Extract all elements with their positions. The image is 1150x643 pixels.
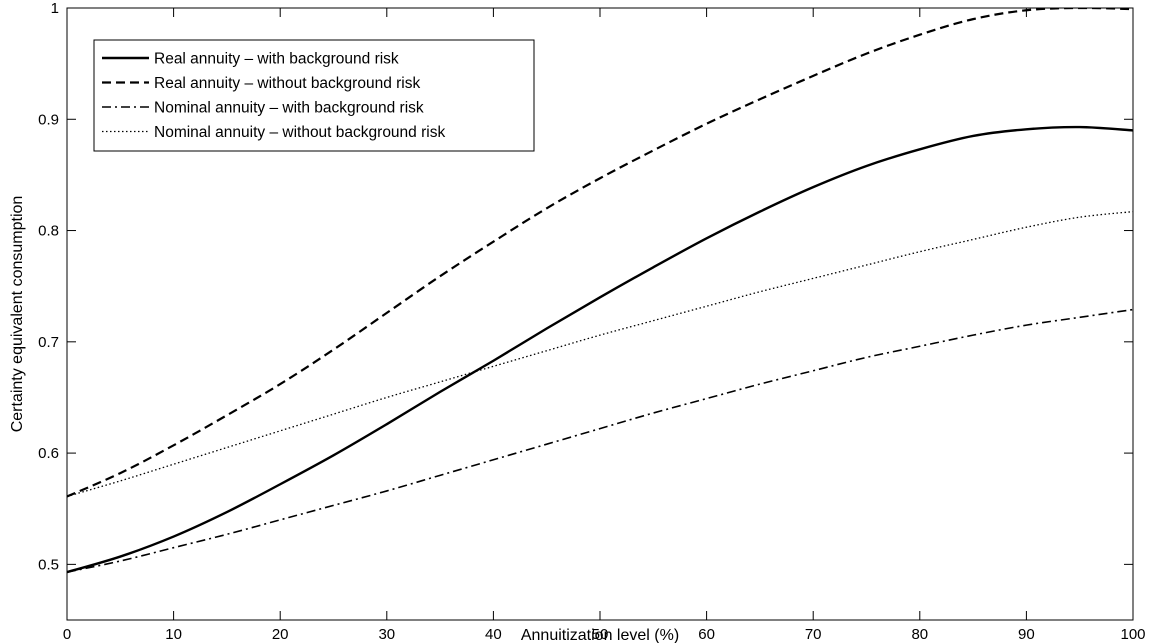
y-tick-label: 0.9	[38, 111, 59, 128]
x-tick-label: 70	[805, 626, 822, 643]
y-tick-label: 0.6	[38, 445, 59, 462]
y-axis-label: Certainty equivalent consumption	[9, 196, 26, 433]
legend-box	[93, 39, 535, 152]
x-tick-label: 20	[272, 626, 289, 643]
x-tick-label: 10	[165, 626, 182, 643]
y-tick-label: 1	[51, 0, 59, 17]
legend-label-real-without-risk: Real annuity – without background risk	[154, 75, 420, 92]
series-line-nominal-with-risk	[67, 308, 1133, 573]
legend-label-nominal-with-risk: Nominal annuity – with background risk	[154, 100, 424, 117]
x-tick-label: 40	[485, 626, 502, 643]
y-tick-label: 0.5	[38, 556, 59, 573]
x-axis-label: Annuitization level (%)	[521, 627, 679, 643]
x-tick-label: 90	[1018, 626, 1035, 643]
legend: Real annuity – with background risk Real …	[93, 39, 535, 152]
series-line-real-with-risk	[67, 125, 1133, 574]
legend-label-real-with-risk: Real annuity – with background risk	[154, 51, 399, 68]
x-tick-label: 0	[63, 626, 71, 643]
x-tick-label: 100	[1120, 626, 1145, 643]
legend-label-nominal-without-risk: Nominal annuity – without background ris…	[154, 124, 445, 141]
y-tick-label: 0.7	[38, 334, 59, 351]
x-tick-label: 50	[592, 626, 609, 643]
x-tick-label: 30	[378, 626, 395, 643]
x-tick-label: 60	[698, 626, 715, 643]
series-layer	[67, 8, 1133, 574]
x-tick-label: 80	[911, 626, 928, 643]
axes: 0 10 20 30 40 50 60 70 80 90 100 0.5 0.6 0.7 0.8 0.9 1	[38, 0, 1145, 643]
series-line-nominal-without-risk	[67, 210, 1133, 498]
y-tick-label: 0.8	[38, 223, 59, 240]
series-line-real-without-risk	[67, 8, 1133, 498]
